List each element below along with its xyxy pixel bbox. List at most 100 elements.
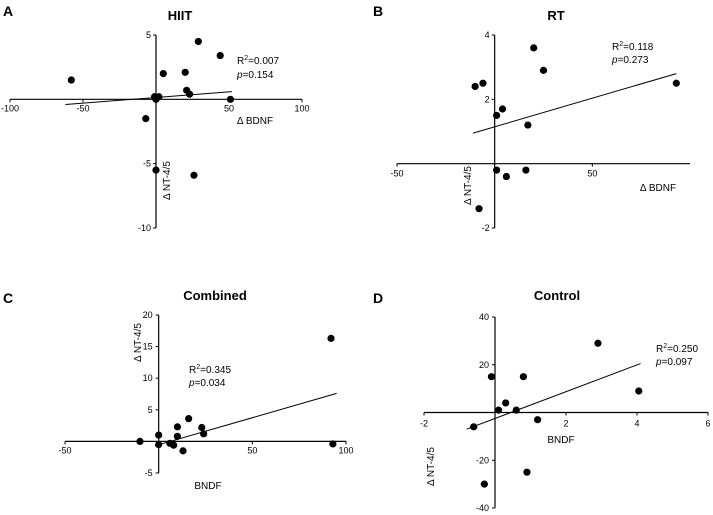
x-tick-label: 6 <box>705 419 710 429</box>
p-value-label: p=0.034 <box>188 378 226 389</box>
panel-title: Control <box>534 288 580 303</box>
x-tick-label: 4 <box>634 419 639 429</box>
data-point <box>152 166 160 174</box>
panel-a: A HIIT -100 -50 50 100 -10 -5 5 Δ BDNF Δ NT-4/5 R2=… <box>1 3 310 233</box>
x-tick-label: 50 <box>224 103 234 113</box>
y-tick-label: -10 <box>138 223 151 233</box>
data-point <box>226 95 235 103</box>
x-tick-label: -50 <box>58 445 71 455</box>
panel-letter: D <box>373 290 383 306</box>
data-point <box>502 172 510 181</box>
x-tick-label: -2 <box>420 419 428 429</box>
y-axis-label: Δ NT-4/5 <box>162 161 173 200</box>
panel-title: HIIT <box>168 8 193 23</box>
data-point <box>512 406 520 414</box>
data-point <box>200 430 208 438</box>
panel-letter: C <box>3 290 13 306</box>
data-point <box>530 44 538 52</box>
x-tick-label: -50 <box>76 103 89 113</box>
x-axis-label: BNDF <box>194 481 221 492</box>
data-point <box>170 441 178 449</box>
data-point <box>329 440 337 448</box>
data-point <box>523 468 531 476</box>
data-point <box>475 205 483 213</box>
r-squared-label: R2=0.118 <box>612 41 654 53</box>
data-point <box>480 480 488 488</box>
data-point <box>502 399 510 407</box>
r-squared-label: R2=0.345 <box>189 364 231 376</box>
y-tick-label: 10 <box>143 373 153 383</box>
data-point <box>539 66 548 74</box>
panel-letter: B <box>373 3 383 19</box>
r-squared-label: R2=0.250 <box>656 343 698 355</box>
x-axis-label: BNDF <box>547 435 574 446</box>
panel-title: Combined <box>183 288 247 303</box>
y-axis-label: Δ NT-4/5 <box>133 323 144 362</box>
p-value-label: p=0.273 <box>611 55 649 66</box>
data-point <box>173 432 181 440</box>
data-point <box>534 416 542 424</box>
y-tick-label: 15 <box>143 342 153 352</box>
data-point <box>194 37 202 46</box>
y-tick-label: -5 <box>145 468 153 478</box>
panel-d: D Control -2 2 4 6 -40 -20 20 40 BNDF Δ NT-4/5 R2=0.… <box>373 288 711 513</box>
data-point <box>498 105 507 113</box>
data-point <box>470 423 478 431</box>
regression-line <box>466 363 641 430</box>
y-tick-label: 2 <box>485 94 490 104</box>
regression-line <box>154 392 337 447</box>
data-point <box>672 79 680 87</box>
data-point <box>155 431 163 439</box>
data-point <box>155 440 163 449</box>
panel-letter: A <box>3 3 13 19</box>
data-point <box>190 171 198 179</box>
y-tick-label: 5 <box>148 405 153 415</box>
data-point <box>179 447 187 455</box>
data-point <box>494 406 503 414</box>
data-point <box>487 373 496 381</box>
data-point <box>479 79 487 87</box>
y-tick-label: -2 <box>482 223 490 233</box>
x-tick-label: -50 <box>390 169 403 179</box>
data-point <box>159 70 167 78</box>
y-tick-label: 5 <box>146 30 151 40</box>
y-tick-label: 4 <box>485 30 490 40</box>
x-axis-label: Δ BDNF <box>237 116 273 127</box>
data-point <box>185 90 194 98</box>
data-point <box>136 437 144 445</box>
regression-line <box>473 73 677 134</box>
x-tick-label: -100 <box>1 103 19 113</box>
x-tick-label: 50 <box>587 169 597 179</box>
p-value-label: p=0.097 <box>655 357 693 368</box>
data-point <box>471 82 479 91</box>
y-tick-label: 20 <box>143 310 153 320</box>
y-tick-label: 40 <box>479 312 489 322</box>
data-point <box>216 51 224 60</box>
x-axis-label: Δ BDNF <box>640 183 676 194</box>
data-point <box>594 339 602 347</box>
data-point <box>67 76 75 84</box>
y-tick-label: -20 <box>476 455 489 465</box>
y-axis-label: Δ NT-4/5 <box>426 447 437 486</box>
y-tick-label: -40 <box>476 503 489 513</box>
data-point <box>327 334 335 342</box>
x-tick-label: 50 <box>247 445 257 455</box>
x-tick-label: 100 <box>294 103 309 113</box>
panel-c: C Combined -50 50 100 -5 5 10 15 20 BNDF Δ NT-4/5 R2… <box>3 288 354 492</box>
data-point <box>142 115 150 123</box>
r-squared-label: R2=0.007 <box>237 55 279 67</box>
data-point <box>198 423 206 432</box>
data-point <box>185 415 193 423</box>
data-point <box>522 166 530 174</box>
x-tick-label: 100 <box>338 445 353 455</box>
data-point <box>173 423 181 431</box>
data-point <box>524 121 532 129</box>
panel-title: RT <box>547 8 564 23</box>
panel-b: B RT -50 50 -2 2 4 Δ BDNF Δ NT-4/5 R2=0.118 p=0.27… <box>373 3 690 233</box>
p-value-label: p=0.154 <box>236 70 274 81</box>
x-tick-label: 2 <box>563 419 568 429</box>
y-tick-label: -5 <box>143 159 151 169</box>
data-point <box>519 373 528 381</box>
y-tick-label: 20 <box>479 360 489 370</box>
